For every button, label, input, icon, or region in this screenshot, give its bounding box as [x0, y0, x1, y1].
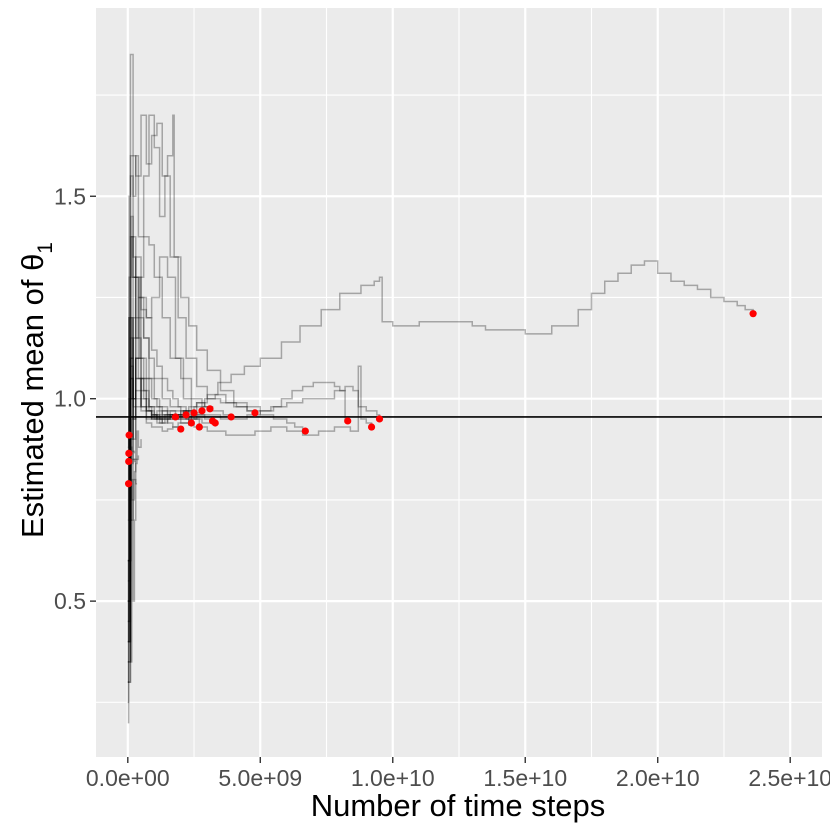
trace-line: [127, 438, 136, 643]
x-tick-label: 2.5e+10: [748, 765, 830, 791]
endpoint-marker: [125, 431, 133, 439]
y-axis-ticks: 0.5 1.0 1.5: [54, 183, 96, 614]
trace-line: [127, 53, 381, 521]
endpoint-marker: [749, 310, 757, 318]
endpoint-marker: [125, 457, 133, 466]
trace-line: [127, 357, 200, 643]
trace-line: [127, 337, 176, 643]
trace-line: [127, 316, 214, 602]
trace-line: [127, 236, 373, 643]
x-tick-label: 1.0e+10: [351, 765, 435, 791]
endpoint-marker: [344, 417, 352, 425]
endpoint-marker: [177, 425, 185, 433]
y-axis-title-text: Estimated mean of θ: [15, 254, 50, 538]
endpoint-marker: [187, 419, 195, 427]
y-tick-label: 0.5: [54, 588, 86, 614]
y-axis-title: Estimated mean of θ1: [15, 242, 57, 538]
endpoint-marker: [208, 417, 217, 425]
endpoint-marker: [171, 413, 180, 421]
trace-line: [127, 296, 211, 663]
endpoint-marker: [124, 480, 133, 488]
endpoint-marker: [367, 423, 376, 431]
y-axis-title-subscript: 1: [34, 242, 57, 254]
endpoint-marker: [182, 411, 190, 419]
major-gridlines: [96, 8, 822, 757]
endpoint-marker: [251, 409, 259, 417]
trace-line: [127, 175, 256, 562]
x-tick-label: 0.0e+00: [86, 765, 170, 791]
trace-line: [127, 316, 195, 562]
x-tick-label: 1.5e+10: [483, 765, 567, 791]
x-tick-label: 5.0e+09: [218, 765, 302, 791]
y-tick-label: 1.5: [54, 183, 86, 209]
trace-line: [127, 365, 181, 602]
y-tick-label: 1.0: [54, 386, 86, 412]
endpoint-marker: [125, 449, 133, 457]
endpoint-marker: [195, 423, 203, 431]
endpoint-marker: [301, 427, 309, 435]
endpoint-marker: [206, 405, 214, 413]
endpoint-marker: [198, 407, 206, 415]
x-tick-label: 2.0e+10: [616, 765, 700, 791]
minor-gridlines: [96, 8, 822, 757]
endpoint-marker: [190, 409, 198, 417]
trace-line: [127, 438, 138, 704]
x-axis-ticks: 0.0e+00 5.0e+09 1.0e+10 1.5e+10 2.0e+10 2.5e+…: [86, 757, 830, 791]
trace-line: [127, 455, 140, 724]
endpoint-markers: [124, 310, 757, 488]
trace-line: [127, 215, 754, 562]
trace-line: [127, 397, 142, 602]
endpoint-marker: [375, 415, 384, 423]
trace-line: [127, 418, 136, 683]
x-axis-title: Number of time steps: [311, 788, 606, 823]
endpoint-marker: [227, 413, 235, 421]
